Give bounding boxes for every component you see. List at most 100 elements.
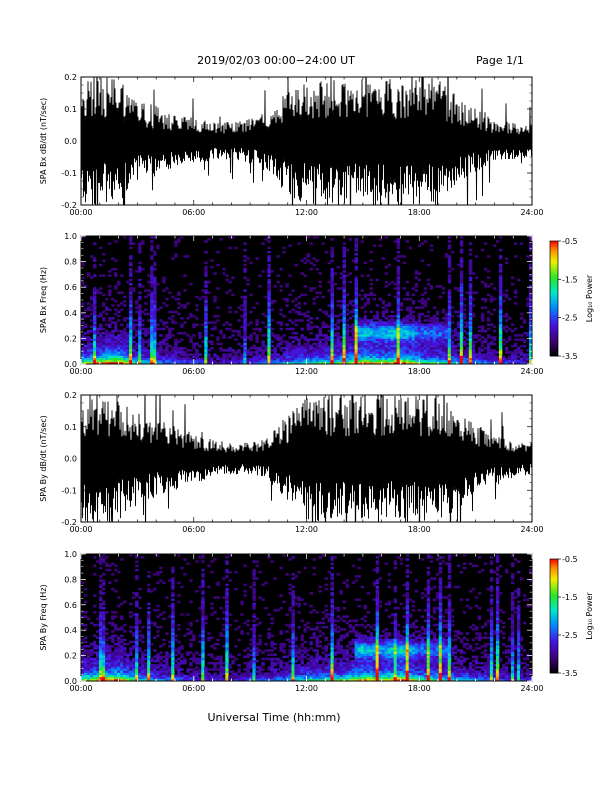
colorbar-swatch	[550, 587, 558, 590]
colorbar-swatch	[550, 657, 558, 661]
x-tick-label: 00:00	[69, 684, 92, 693]
colorbar-tick-label: -1.5	[562, 593, 578, 602]
y-tick-label: 0.1	[64, 105, 77, 114]
y-tick-label: 0.6	[64, 283, 77, 292]
colorbar-swatch	[550, 669, 558, 672]
colorbar-swatch	[550, 310, 558, 313]
spectrogram-cells	[81, 236, 532, 364]
colorbar-swatch	[550, 344, 558, 347]
figure-title: 2019/02/03 00:00−24:00 UT	[197, 54, 355, 67]
x-tick-label: 18:00	[408, 684, 431, 693]
spectrogram-cells	[81, 554, 532, 681]
colorbar-swatch	[550, 333, 558, 336]
y-axis-label: SPA By dB/dt (nT/sec)	[39, 415, 48, 502]
x-tick-label: 24:00	[520, 684, 543, 693]
waveform-trace	[81, 77, 532, 205]
y-tick-label: 0.2	[64, 652, 77, 661]
colorbar-label: Log₁₀ Power	[585, 592, 594, 640]
colorbar-swatch	[550, 244, 558, 248]
colorbar-swatch	[550, 608, 558, 611]
y-tick-label: 1.0	[64, 232, 77, 241]
colorbar-swatch	[550, 294, 558, 297]
y-axis-label: SPA By Freq (Hz)	[39, 584, 48, 650]
colorbar-tick-label: -1.5	[562, 275, 578, 284]
colorbar-swatch	[550, 279, 558, 282]
colorbar-swatch	[550, 642, 558, 645]
colorbar-swatch	[550, 331, 558, 334]
colorbar-swatch	[550, 325, 558, 328]
y-tick-label: 0.0	[64, 455, 77, 464]
colorbar-swatch	[550, 659, 558, 662]
colorbar-swatch	[550, 621, 558, 624]
colorbar-swatch	[550, 589, 558, 592]
page-indicator: Page 1/1	[476, 54, 524, 67]
x-tick-label: 12:00	[295, 367, 318, 376]
y-axis-label: SPA Bx Freq (Hz)	[39, 267, 48, 333]
colorbar-swatch	[550, 606, 558, 609]
colorbar-swatch	[550, 346, 558, 349]
colorbar-swatch	[550, 285, 558, 288]
colorbar-swatch	[550, 241, 558, 244]
colorbar-swatch	[550, 327, 558, 330]
colorbar-swatch	[550, 636, 558, 640]
spectrogram	[81, 554, 532, 681]
colorbar-swatch	[550, 342, 558, 345]
y-tick-label: -0.1	[61, 486, 77, 495]
colorbar-swatch	[550, 612, 558, 615]
colorbar-swatch	[550, 275, 558, 278]
x-tick-label: 06:00	[182, 367, 205, 376]
colorbar-swatch	[550, 619, 558, 623]
y-tick-label: 0.8	[64, 575, 77, 584]
colorbar-frame	[549, 240, 559, 357]
colorbar-swatch	[550, 290, 558, 294]
colorbar-swatch	[550, 570, 558, 573]
colorbar-swatch	[550, 640, 558, 643]
colorbar-tick-label: -0.5	[562, 555, 578, 564]
x-tick-label: 06:00	[182, 525, 205, 534]
waveform	[81, 395, 532, 522]
colorbar-swatch	[550, 252, 558, 255]
x-tick-label: 18:00	[408, 525, 431, 534]
colorbar-swatch	[550, 271, 558, 274]
colorbar-swatch	[550, 296, 558, 299]
colorbar-swatch	[550, 319, 558, 322]
colorbar-swatch	[550, 579, 558, 583]
colorbar-swatch	[550, 273, 558, 276]
x-tick-label: 24:00	[520, 208, 543, 217]
y-tick-label: 0.4	[64, 626, 77, 635]
colorbar-swatch	[550, 661, 558, 664]
colorbar-swatch	[550, 627, 558, 630]
colorbar-swatch	[550, 574, 558, 577]
colorbar-swatch	[550, 338, 558, 342]
colorbar-swatch	[550, 617, 558, 621]
y-tick-label: -0.1	[61, 169, 77, 178]
colorbar-swatch	[550, 256, 558, 259]
x-tick-label: 18:00	[408, 367, 431, 376]
colorbar-label: Log₁₀ Power	[585, 274, 594, 322]
colorbar-swatch	[550, 258, 558, 261]
colorbar-swatch	[550, 602, 558, 605]
colorbar-swatch	[550, 646, 558, 649]
colorbar-swatch	[550, 593, 558, 596]
colorbar-swatch	[550, 262, 558, 265]
colorbar-swatch	[550, 269, 558, 273]
colorbar-swatch	[550, 300, 558, 303]
colorbar-swatch	[550, 340, 558, 343]
colorbar-swatch	[550, 572, 558, 575]
panel-bx-dbdt: 00:00 06:00 12:00 18:00 24:00 0.2 0.1 0.0 -0.1 -0…	[39, 73, 544, 217]
colorbar-frame	[549, 558, 559, 674]
colorbar-swatch	[550, 663, 558, 666]
colorbar-swatch	[550, 313, 558, 317]
colorbar-swatch	[550, 576, 558, 579]
colorbar-swatch	[550, 317, 558, 320]
colorbar-swatch	[550, 248, 558, 251]
colorbar-tick-label: -2.5	[562, 314, 578, 323]
y-tick-label: 0.6	[64, 601, 77, 610]
colorbar-swatch	[550, 304, 558, 307]
colorbar-swatch	[550, 321, 558, 324]
y-tick-label: 0.0	[64, 677, 77, 686]
colorbar-swatch	[550, 562, 558, 566]
waveform	[81, 77, 532, 205]
x-tick-label: 00:00	[69, 525, 92, 534]
